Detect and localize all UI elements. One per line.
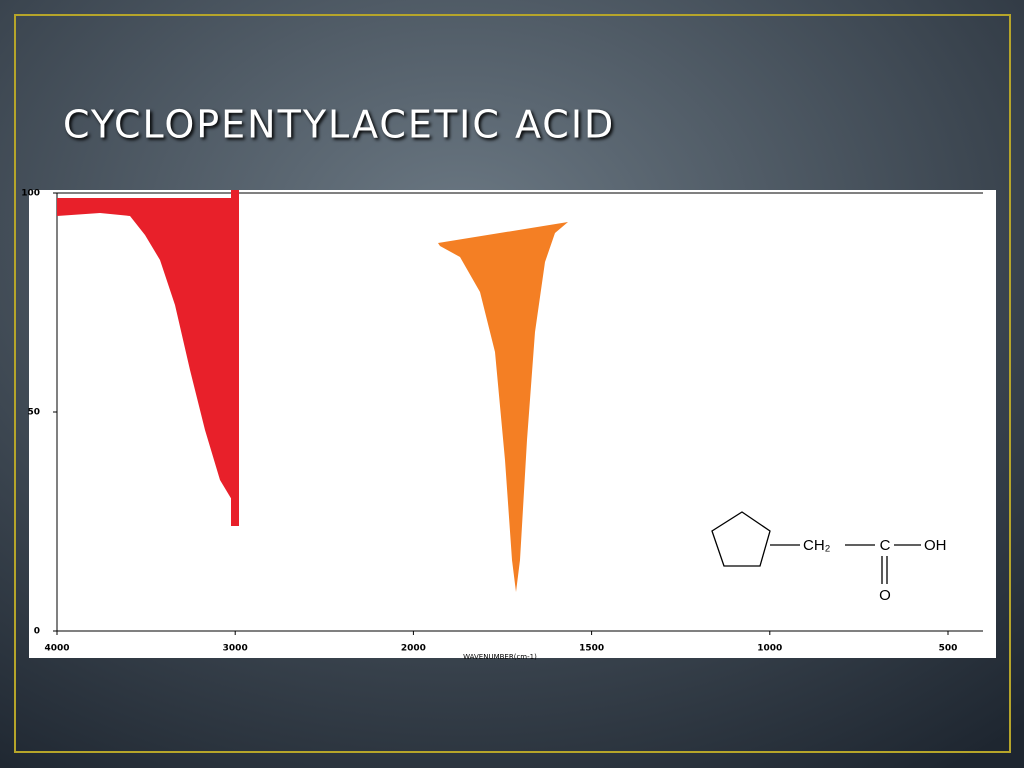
structure-label: O [879,587,891,604]
structure-label: OH [924,537,947,554]
x-tick-label: 4000 [44,644,69,654]
x-tick-label: 1000 [757,644,782,654]
highlight-carbonyl-peak [438,222,568,592]
structure-label: C [880,537,891,554]
x-tick-label: 500 [939,644,958,654]
x-axis-label: WAVENUMBER(cm-1) [463,653,537,661]
structure [711,511,921,584]
y-tick-label: 0 [34,627,40,637]
y-tick-label: 100 [21,189,40,199]
x-tick-label: 3000 [223,644,248,654]
cyclopentane-ring [711,511,771,567]
x-tick-label: 2000 [401,644,426,654]
highlight-marker [231,190,239,526]
structure-label: CH₂ [803,537,831,554]
x-tick-label: 1500 [579,644,604,654]
slide-title: CYCLOPENTYLACETIC ACID [63,103,615,147]
highlight-oh-region [57,198,237,525]
y-tick-label: 50 [27,408,40,418]
slide-border [14,14,1011,753]
